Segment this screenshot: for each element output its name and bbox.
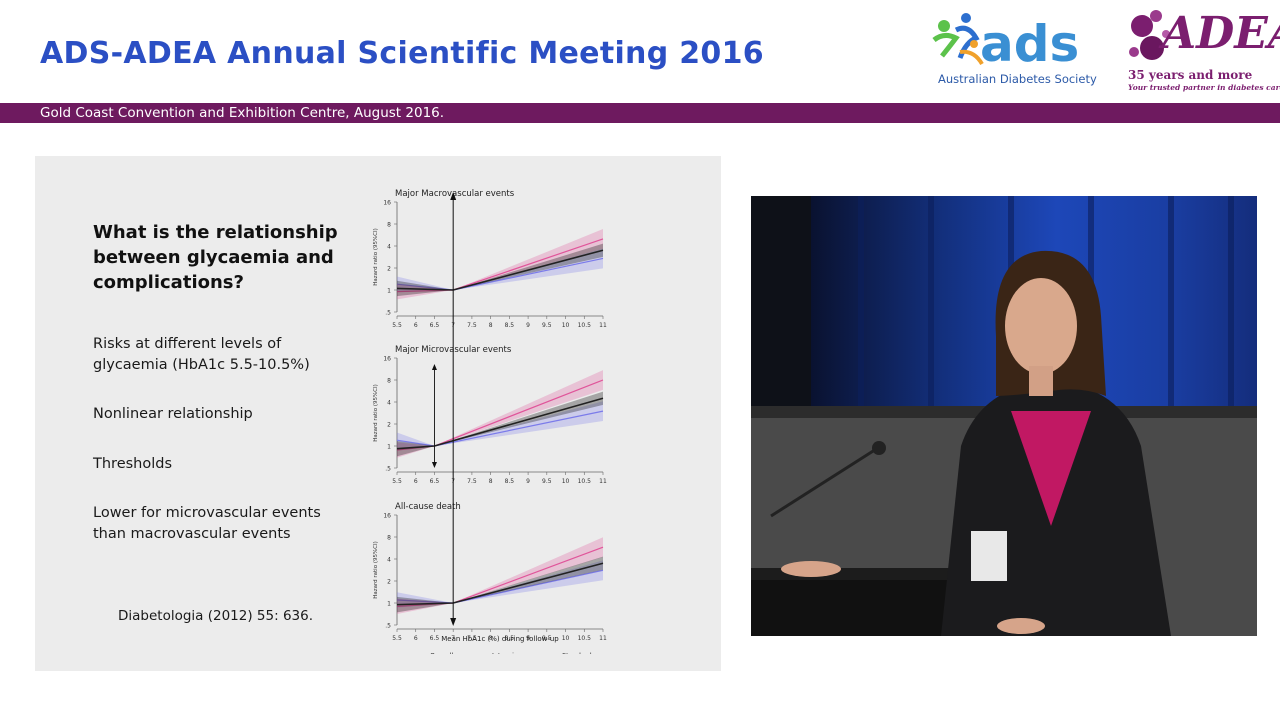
x-axis-label: Mean HbA1c (%) during follow-up: [441, 635, 559, 643]
name-badge: [971, 531, 1007, 581]
panel1-x-tick-label: 9: [526, 322, 530, 329]
adea-logo: ADEA 35 years and more Your trusted part…: [1126, 6, 1280, 96]
presentation-slide: What is the relationship between glycaem…: [35, 156, 721, 671]
panel3-x-tick-label: 9: [526, 635, 530, 642]
panel1-band-intensive: [397, 229, 603, 300]
panel1-title: Major Macrovascular events: [395, 189, 515, 199]
panel1-y-tick-label: 16: [383, 200, 391, 207]
slide-point-4: Lower for microvascular events than macr…: [93, 505, 321, 542]
panel1-y-tick-label: 8: [387, 222, 391, 229]
ads-logo: ads Australian Diabetes Society: [930, 12, 1100, 92]
ads-subtitle: Australian Diabetes Society: [938, 72, 1097, 86]
panel2-band-intensive: [397, 370, 603, 458]
panel3-y-tick-label: .5: [385, 623, 391, 630]
panel2-x-tick-label: 5.5: [392, 478, 402, 485]
slide-point-1: Risks at different levels of glycaemia (…: [93, 336, 310, 373]
speaker-video-image: [751, 196, 1257, 636]
slide-point-2: Nonlinear relationship: [93, 406, 253, 422]
panel2-x-tick-label: 9: [526, 478, 530, 485]
panel1-y-label: Hazard ratio (95%CI): [373, 228, 379, 286]
panel3-y-tick-label: 1: [387, 601, 391, 608]
panel1-x-tick-label: 10.5: [578, 322, 592, 329]
slide-citation: Diabetologia (2012) 55: 636.: [118, 608, 313, 624]
panel2-x-tick-label: 8.5: [505, 478, 515, 485]
panel3-x-tick-label: 8.5: [505, 635, 515, 642]
panel1-x-tick-label: 8.5: [505, 322, 515, 329]
ads-figures-icon: [932, 13, 984, 66]
panel3-x-tick-label: 6: [414, 635, 418, 642]
panel2-arrow-head-down: [431, 462, 437, 468]
panel2-x-tick-label: 7.5: [467, 478, 477, 485]
panel1-x-tick-label: 6: [414, 322, 418, 329]
panel1-x-tick-label: 11: [599, 322, 607, 329]
adea-years: 35 years and more: [1128, 68, 1253, 82]
panel1-y-tick-label: 4: [387, 244, 391, 251]
panel3-x-tick-label: 8: [489, 635, 493, 642]
adea-tagline: Your trusted partner in diabetes care: [1128, 83, 1280, 92]
panel3-x-tick-label: 7.5: [467, 635, 477, 642]
panel1-x-tick-label: 6.5: [430, 322, 440, 329]
panel2-y-tick-label: 8: [387, 378, 391, 385]
panel3-x-tick-label: 10: [562, 635, 570, 642]
panel3-x-tick-label: 11: [599, 635, 607, 642]
panel3-band-standard: [397, 560, 603, 608]
panel2-y-tick-label: 1: [387, 444, 391, 451]
panel2-x-tick-label: 6.5: [430, 478, 440, 485]
panel3-y-label: Hazard ratio (95%CI): [373, 541, 379, 599]
panel2-y-tick-label: 16: [383, 356, 391, 363]
venue-text: Gold Coast Convention and Exhibition Cen…: [40, 105, 445, 121]
panel1-x-tick-label: 10: [562, 322, 570, 329]
panel1-x-tick-label: 5.5: [392, 322, 402, 329]
panel3-x-tick-label: 9.5: [542, 635, 552, 642]
panel1-band-standard: [397, 248, 603, 292]
panel2-x-tick-label: 9.5: [542, 478, 552, 485]
panel3-x-tick-label: 7: [451, 635, 455, 642]
panel2-x-tick-label: 8: [489, 478, 493, 485]
panel2-y-label: Hazard ratio (95%CI): [373, 384, 379, 442]
legend-label-intensive: Intensive: [492, 652, 522, 655]
ads-wordmark: ads: [980, 15, 1080, 73]
adea-wordmark: ADEA: [1162, 8, 1280, 59]
hazard-ratio-figure: Major Macrovascular events168421.5Hazard…: [373, 189, 607, 655]
threshold-7-arrow-head-up: [450, 192, 457, 200]
legend-label-standard: Standard: [562, 652, 592, 655]
legend-label-overall: Overall: [430, 652, 453, 655]
panel3-x-tick-label: 5.5: [392, 635, 402, 642]
panel3-y-tick-label: 2: [387, 579, 391, 586]
panel3-x-tick-label: 10.5: [578, 635, 592, 642]
panel2-band-overall: [397, 391, 603, 457]
panel2-y-tick-label: .5: [385, 466, 391, 473]
panel1-x-tick-label: 9.5: [542, 322, 552, 329]
panel2-x-tick-label: 6: [414, 478, 418, 485]
panel3-band-overall: [397, 556, 603, 613]
panel2-x-tick-label: 11: [599, 478, 607, 485]
panel2-y-tick-label: 2: [387, 422, 391, 429]
adea-dots-icon: [1129, 10, 1170, 60]
panel3-x-tick-label: 6.5: [430, 635, 440, 642]
slide-question: What is the relationship between glycaem…: [93, 222, 338, 293]
panel1-y-tick-label: 1: [387, 288, 391, 295]
panel1-x-tick-label: 8: [489, 322, 493, 329]
panel3-title: All-cause death: [395, 502, 461, 512]
panel2-x-tick-label: 10: [562, 478, 570, 485]
panel2-arrow-head-up: [431, 364, 437, 370]
panel1-x-tick-label: 7.5: [467, 322, 477, 329]
panel1-y-tick-label: 2: [387, 266, 391, 273]
panel2-y-tick-label: 4: [387, 400, 391, 407]
panel2-x-tick-label: 10.5: [578, 478, 592, 485]
venue-band: Gold Coast Convention and Exhibition Cen…: [0, 103, 1280, 123]
threshold-7-arrow-head-down: [450, 618, 457, 626]
panel1-band-overall: [397, 243, 603, 297]
conference-title: ADS-ADEA Annual Scientific Meeting 2016: [40, 36, 764, 71]
panel3-y-tick-label: 4: [387, 557, 391, 564]
panel3-y-tick-label: 16: [383, 513, 391, 520]
slide-point-3: Thresholds: [93, 456, 173, 472]
panel1-y-tick-label: .5: [385, 310, 391, 317]
panel3-band-intensive: [397, 537, 603, 615]
panel3-y-tick-label: 8: [387, 535, 391, 542]
speaker-video: [751, 196, 1257, 636]
